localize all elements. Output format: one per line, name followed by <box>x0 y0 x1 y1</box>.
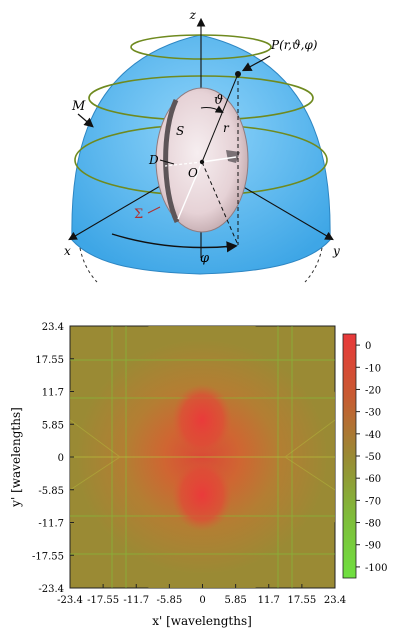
x-tick-label: -11.7 <box>123 595 149 606</box>
sigma-label: Σ <box>134 207 143 222</box>
geometry-diagram: z x y P(r,ϑ,φ) ϑ r S D O Σ M φ <box>0 0 401 300</box>
x-axis-label: x <box>64 244 71 258</box>
theta-label: ϑ <box>214 93 223 108</box>
y-axis-ticks: 23.4 17.55 11.7 5.85 0 -5.85 -11.7 -17.55 -23.4 <box>32 322 74 595</box>
y-tick-label: -11.7 <box>38 519 64 530</box>
z-axis-label: z <box>189 8 197 22</box>
y-tick-label: 5.85 <box>42 420 64 431</box>
y-tick-label: -23.4 <box>38 584 64 595</box>
colorbar-tick-label: -40 <box>365 430 381 441</box>
y-tick-label: 0 <box>58 453 64 464</box>
colorbar-tick-label: -100 <box>365 563 387 574</box>
point-p-label: P(r,ϑ,φ) <box>270 38 318 52</box>
phi-label: φ <box>200 251 210 266</box>
colorbar-tick-label: 0 <box>365 341 371 352</box>
colorbar <box>342 333 357 579</box>
x-tick-label: -23.4 <box>57 595 83 606</box>
dome-extension-right <box>304 247 323 283</box>
s-label: S <box>176 124 184 138</box>
colorbar-tick-label: -80 <box>365 519 381 530</box>
y-axis-title: y' [wavelengths] <box>9 407 23 508</box>
x-tick-label: 23.4 <box>324 595 346 606</box>
manifold-label: M <box>71 99 86 114</box>
x-tick-label: 11.7 <box>258 595 280 606</box>
heatmap-svg: -23.4 -17.55 -11.7 -5.85 0 5.85 11.7 17.55 23.4 … <box>9 322 387 628</box>
x-tick-label: -5.85 <box>157 595 183 606</box>
radius-line <box>201 73 239 163</box>
internal-line-c <box>164 161 203 167</box>
scatterer-notch <box>226 150 240 163</box>
colorbar-tick-label: -10 <box>365 363 381 374</box>
internal-line-a <box>177 161 203 220</box>
scatterer-edge <box>163 98 180 224</box>
x-axis-title: x' [wavelengths] <box>152 614 252 628</box>
manifold-pointer <box>77 113 94 128</box>
heatmap-figure: -23.4 -17.55 -11.7 -5.85 0 5.85 11.7 17.55 23.4 … <box>0 300 401 632</box>
y-axis-label: y <box>332 244 340 258</box>
heatmap-texture <box>70 326 335 588</box>
colorbar-ticks: 0 -10 -20 -30 -40 -50 -60 -70 -80 -90 -100 <box>356 341 387 574</box>
colorbar-tick-label: -90 <box>365 541 381 552</box>
x-tick-label: 17.55 <box>288 595 317 606</box>
dome-extension-left <box>79 247 98 283</box>
colorbar-tick-label: -20 <box>365 385 381 396</box>
x-axis-ticks: -23.4 -17.55 -11.7 -5.85 0 5.85 11.7 17.55 23.4 <box>57 584 346 606</box>
x-tick-label: -17.55 <box>87 595 119 606</box>
colorbar-tick-label: -30 <box>365 408 381 419</box>
origin-marker <box>199 159 205 165</box>
y-tick-label: 17.55 <box>35 355 64 366</box>
internal-line-b <box>201 156 237 163</box>
d-pointer <box>159 159 175 165</box>
y-tick-label: 11.7 <box>42 388 64 399</box>
diagram-svg: z x y P(r,ϑ,φ) ϑ r S D O Σ M φ <box>64 8 340 283</box>
colorbar-tick-label: -50 <box>365 452 381 463</box>
lower-lobe <box>172 459 232 531</box>
colorbar-tick-label: -60 <box>365 474 381 485</box>
projection-base <box>201 161 239 246</box>
origin-label: O <box>188 166 198 180</box>
d-label: D <box>148 153 159 167</box>
r-label: r <box>223 121 230 135</box>
x-tick-label: 5.85 <box>224 595 246 606</box>
y-tick-label: 23.4 <box>42 322 64 333</box>
p-pointer-arrow <box>241 55 271 72</box>
y-tick-label: -5.85 <box>38 486 64 497</box>
theta-arc <box>200 105 224 114</box>
phi-arc <box>111 233 238 253</box>
colorbar-tick-label: -70 <box>365 496 381 507</box>
sigma-pointer <box>147 206 161 214</box>
y-tick-label: -17.55 <box>32 551 64 562</box>
x-tick-label: 0 <box>199 595 205 606</box>
upper-lobe <box>172 384 232 456</box>
